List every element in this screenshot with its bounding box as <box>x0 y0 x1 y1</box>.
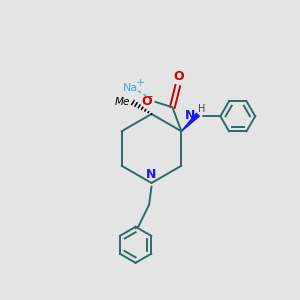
Text: O: O <box>142 95 152 108</box>
Text: O: O <box>174 70 184 83</box>
Text: +: + <box>136 78 145 88</box>
Text: N: N <box>146 168 157 181</box>
Polygon shape <box>182 113 200 131</box>
Text: Me: Me <box>115 97 130 107</box>
Text: H: H <box>198 104 206 115</box>
Text: Na: Na <box>123 83 138 93</box>
Text: N: N <box>185 109 195 122</box>
Text: -: - <box>148 92 152 101</box>
